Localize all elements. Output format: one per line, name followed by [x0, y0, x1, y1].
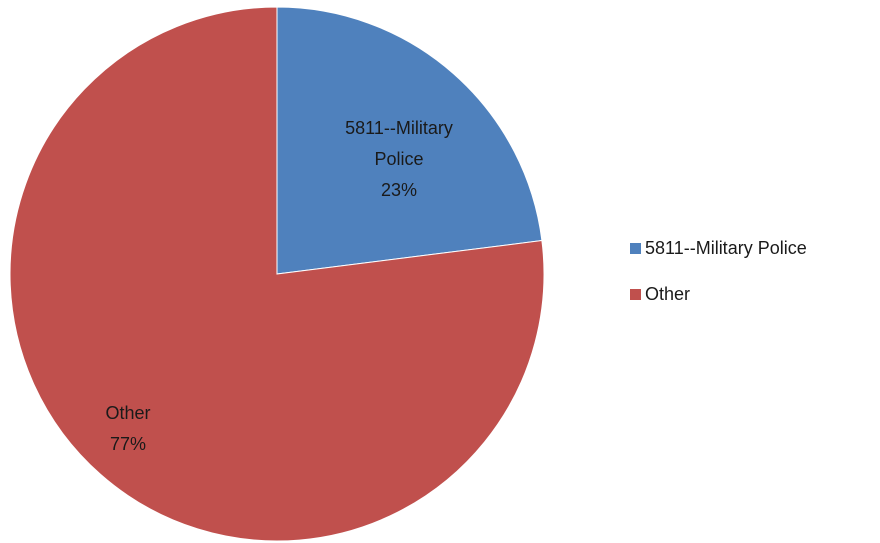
data-label-military-police: 5811--Military Police 23% [345, 118, 453, 200]
pie-slices [9, 6, 545, 542]
legend-label-military-police: 5811--Military Police [645, 237, 807, 258]
data-label-line: 5811--Military [345, 118, 453, 138]
pie-chart: 5811--Military Police 23% Other 77% [9, 6, 545, 542]
legend-item-military-police: 5811--Military Police [630, 236, 807, 260]
legend-swatch-military-police [630, 242, 641, 254]
data-label-other: Other 77% [105, 403, 150, 454]
data-label-line: 77% [110, 434, 146, 454]
data-label-line: Police [374, 149, 423, 169]
data-label-line: Other [105, 403, 150, 423]
pie-slice-military-police [276, 6, 543, 275]
legend-label-other: Other [645, 283, 691, 304]
pie-slice-other [9, 6, 545, 542]
pie-data-labels: 5811--Military Police 23% Other 77% [105, 118, 452, 454]
legend-item-other: Other [630, 282, 807, 306]
data-label-line: 23% [381, 180, 417, 200]
legend-swatch-other [630, 288, 641, 300]
chart-legend: 5811--Military Police Other [630, 236, 807, 328]
